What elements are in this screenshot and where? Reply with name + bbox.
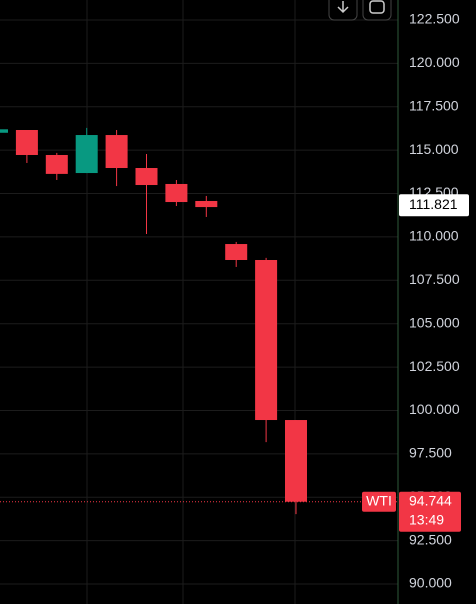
candle-body [255, 259, 278, 421]
candle-body [105, 135, 128, 169]
fullscreen-icon [369, 0, 385, 14]
y-tick-label: 120.000 [409, 54, 460, 70]
candle-body [225, 244, 248, 260]
crosshair-price-box [399, 194, 469, 217]
y-tick-label: 100.000 [409, 401, 460, 417]
y-tick-label: 97.500 [409, 445, 452, 461]
countdown-label: 13:49 [409, 511, 444, 527]
candle-body [165, 183, 188, 203]
last-price-label: 94.744 [409, 492, 452, 508]
fullscreen-button[interactable] [362, 0, 392, 21]
grid [0, 19, 398, 585]
y-tick-label: 122.500 [409, 11, 460, 27]
candle-body [45, 154, 68, 174]
candle-body [0, 129, 8, 133]
candle-body [15, 129, 38, 155]
button-frame[interactable] [362, 0, 392, 21]
price-axis: 122.500120.000117.500115.000112.500110.0… [362, 11, 469, 591]
last-price-box [399, 491, 461, 532]
candle-body [195, 200, 218, 208]
y-tick-label: 92.500 [409, 531, 452, 547]
symbol-label: WTI [366, 492, 392, 508]
arrow-icon [337, 1, 349, 14]
y-tick-label: 107.500 [409, 271, 460, 287]
candles [0, 127, 398, 515]
y-tick-label: 102.500 [409, 358, 460, 374]
y-tick-label: 117.500 [409, 97, 459, 113]
y-tick-label: 90.000 [409, 575, 452, 591]
scroll-down-button[interactable] [328, 0, 358, 21]
candle-body [135, 168, 158, 186]
candle-body [285, 420, 307, 502]
y-tick-label: 115.000 [409, 141, 459, 157]
crosshair-price-label: 111.821 [409, 196, 458, 212]
symbol-box [362, 491, 396, 512]
candle-body [75, 135, 98, 174]
y-tick-label: 110.000 [409, 228, 459, 244]
y-tick-label: 105.000 [409, 314, 460, 330]
